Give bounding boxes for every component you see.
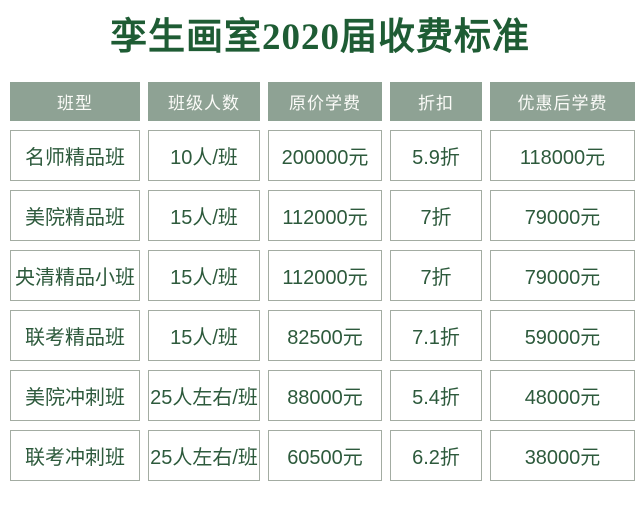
table-cell: 82500元 bbox=[268, 310, 382, 362]
table-cell: 7折 bbox=[390, 190, 482, 242]
table-cell: 5.9折 bbox=[390, 130, 482, 182]
table-cell: 15人/班 bbox=[148, 250, 260, 302]
table-cell: 6.2折 bbox=[390, 430, 482, 482]
table-cell: 118000元 bbox=[490, 130, 635, 182]
table-cell: 79000元 bbox=[490, 250, 635, 302]
table-cell: 112000元 bbox=[268, 250, 382, 302]
table-cell: 79000元 bbox=[490, 190, 635, 242]
column-header-class-size: 班级人数 bbox=[148, 82, 260, 122]
table-cell: 联考精品班 bbox=[10, 310, 140, 362]
column-header-class-type: 班型 bbox=[10, 82, 140, 122]
table-cell: 112000元 bbox=[268, 190, 382, 242]
table-cell: 15人/班 bbox=[148, 190, 260, 242]
table-cell: 美院冲刺班 bbox=[10, 370, 140, 422]
table-cell: 38000元 bbox=[490, 430, 635, 482]
table-cell: 25人左右/班 bbox=[148, 430, 260, 482]
fee-infographic: 孪生画室2020届收费标准 班型 班级人数 原价学费 折扣 优惠后学费 名师精品… bbox=[0, 16, 640, 482]
table-cell: 美院精品班 bbox=[10, 190, 140, 242]
column-header-original-tuition: 原价学费 bbox=[268, 82, 382, 122]
table-cell: 48000元 bbox=[490, 370, 635, 422]
column-header-discounted-tuition: 优惠后学费 bbox=[490, 82, 635, 122]
table-cell: 7.1折 bbox=[390, 310, 482, 362]
table-cell: 200000元 bbox=[268, 130, 382, 182]
table-cell: 10人/班 bbox=[148, 130, 260, 182]
page-title: 孪生画室2020届收费标准 bbox=[110, 17, 530, 58]
table-cell: 名师精品班 bbox=[10, 130, 140, 182]
table-cell: 59000元 bbox=[490, 310, 635, 362]
table-cell: 25人左右/班 bbox=[148, 370, 260, 422]
table-cell: 央清精品小班 bbox=[10, 250, 140, 302]
table-cell: 88000元 bbox=[268, 370, 382, 422]
column-header-discount: 折扣 bbox=[390, 82, 482, 122]
fee-table: 班型 班级人数 原价学费 折扣 优惠后学费 名师精品班 10人/班 200000… bbox=[10, 82, 635, 482]
table-cell: 15人/班 bbox=[148, 310, 260, 362]
table-cell: 60500元 bbox=[268, 430, 382, 482]
table-cell: 联考冲刺班 bbox=[10, 430, 140, 482]
table-cell: 5.4折 bbox=[390, 370, 482, 422]
table-cell: 7折 bbox=[390, 250, 482, 302]
